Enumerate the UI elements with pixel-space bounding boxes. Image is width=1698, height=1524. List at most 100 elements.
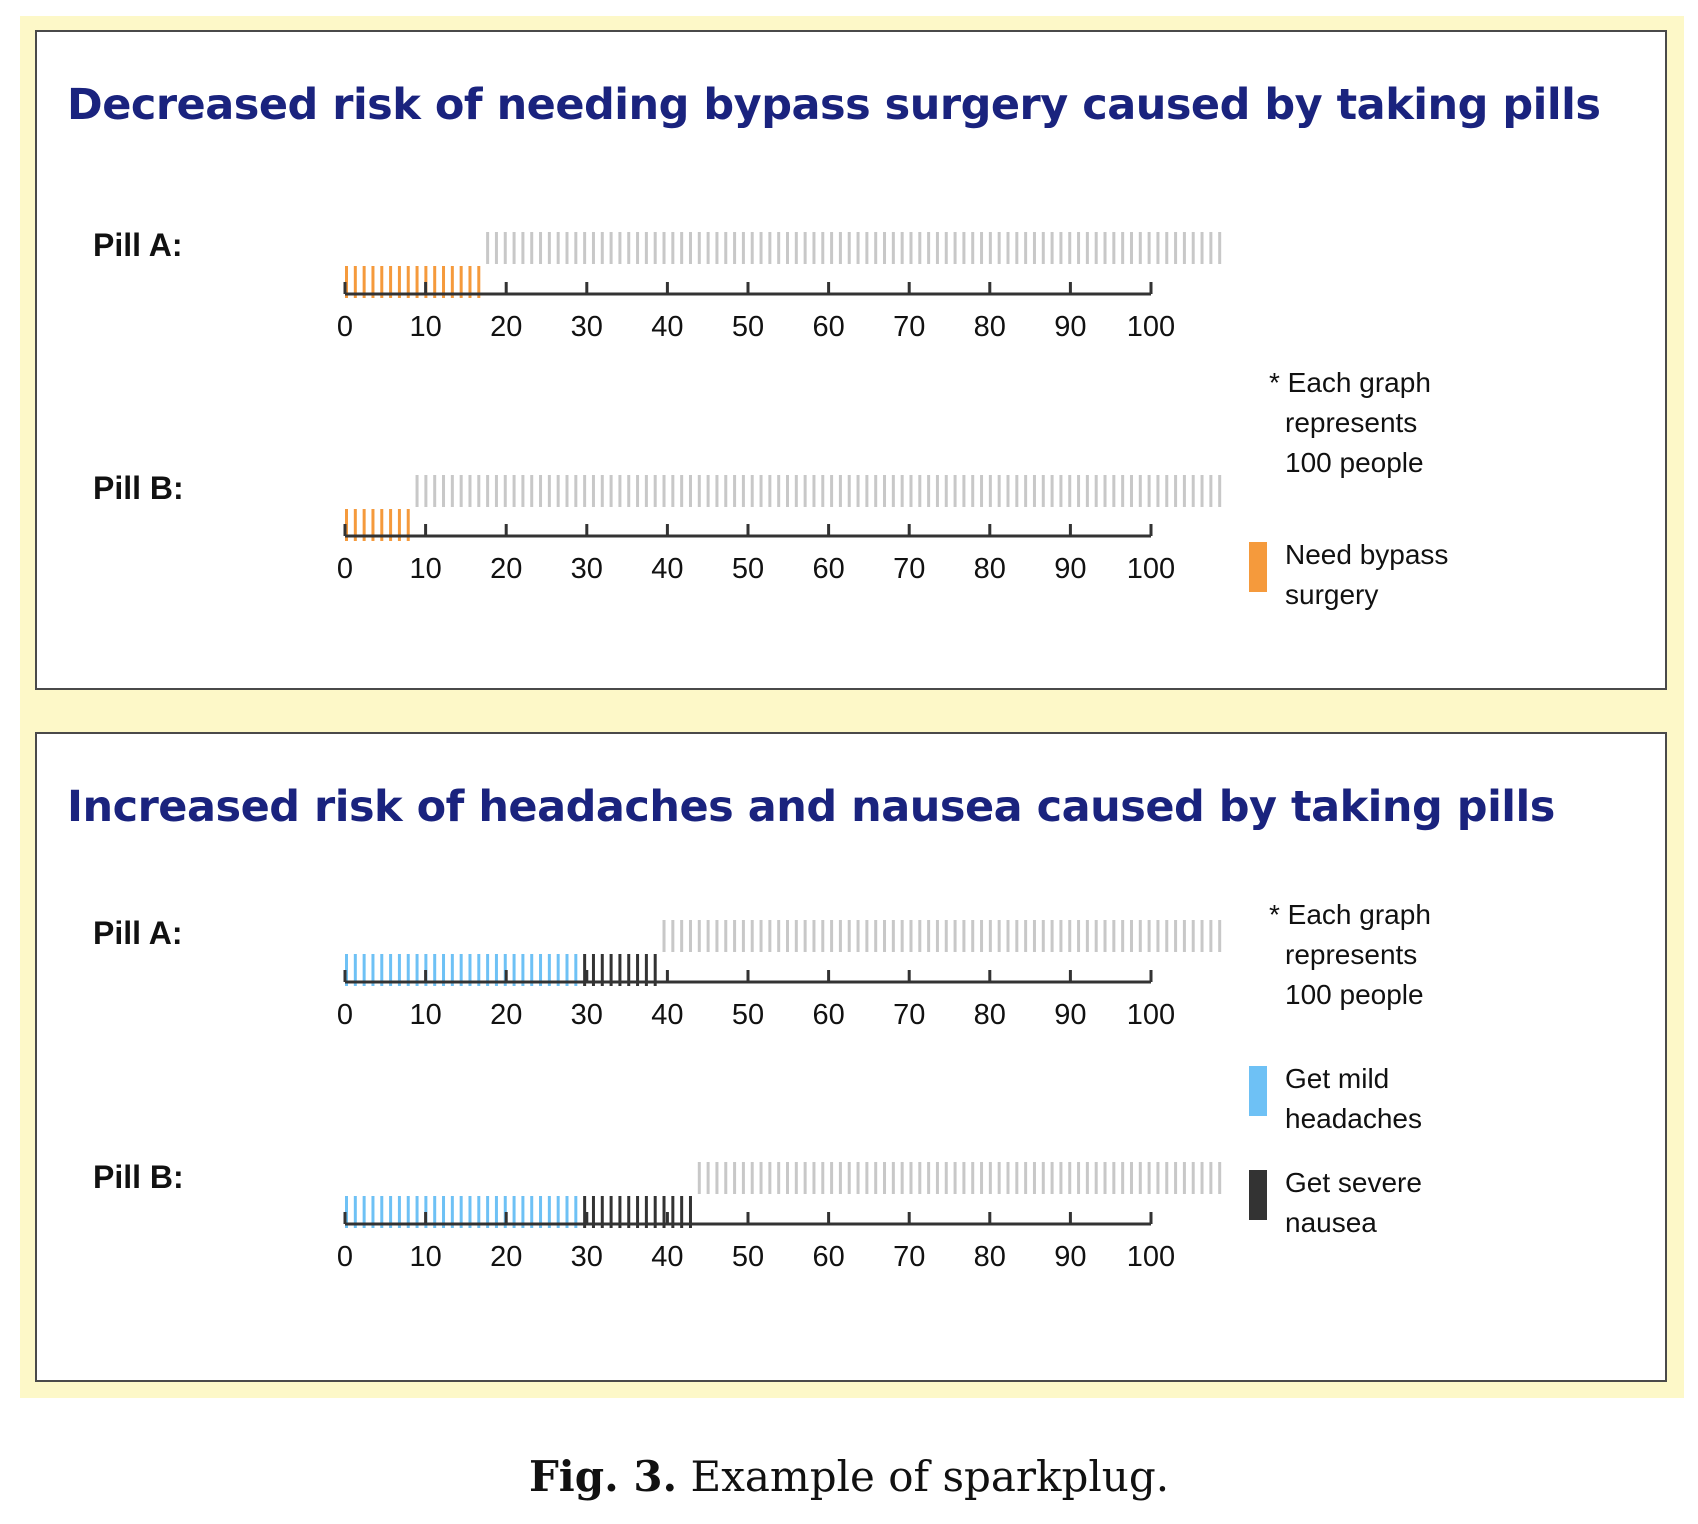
unit-mark: [1094, 232, 1098, 264]
unit-mark: [406, 509, 410, 541]
unit-mark: [574, 1196, 578, 1228]
tick-label: 0: [337, 311, 353, 343]
unit-mark: [812, 232, 816, 264]
unit-mark: [459, 266, 463, 298]
unit-mark: [697, 1162, 701, 1194]
unit-mark: [1209, 232, 1213, 264]
unit-mark: [1103, 475, 1107, 507]
unit-mark: [1094, 1162, 1098, 1194]
unit-mark: [1165, 920, 1169, 952]
unit-mark: [935, 232, 939, 264]
unit-mark: [980, 920, 984, 952]
unit-mark: [1103, 920, 1107, 952]
unit-mark: [706, 475, 710, 507]
unit-mark: [680, 920, 684, 952]
unit-mark: [759, 920, 763, 952]
unit-mark: [1209, 1162, 1213, 1194]
unit-mark: [662, 920, 666, 952]
unit-mark: [988, 920, 992, 952]
legend-label: headaches: [1285, 1103, 1422, 1134]
unit-mark: [1200, 475, 1204, 507]
unit-mark: [680, 232, 684, 264]
unit-mark: [1147, 475, 1151, 507]
unit-mark: [636, 475, 640, 507]
unit-mark: [565, 1196, 569, 1228]
unit-mark: [353, 954, 357, 986]
unit-mark: [627, 232, 631, 264]
unit-mark: [627, 475, 631, 507]
unit-mark: [556, 1196, 560, 1228]
legend-label: nausea: [1285, 1207, 1377, 1238]
unit-mark: [847, 920, 851, 952]
unit-mark: [891, 1162, 895, 1194]
unit-mark: [1165, 1162, 1169, 1194]
unit-mark: [530, 475, 534, 507]
unit-mark: [442, 475, 446, 507]
unit-mark: [1050, 1162, 1054, 1194]
tick-label: 90: [1054, 999, 1086, 1031]
unit-mark: [786, 920, 789, 952]
unit-mark: [583, 475, 587, 507]
unit-mark: [1209, 475, 1213, 507]
unit-mark: [362, 509, 366, 541]
unit-mark: [865, 232, 869, 264]
unit-mark: [891, 475, 895, 507]
unit-mark: [750, 232, 754, 264]
unit-mark: [547, 475, 551, 507]
unit-mark: [1121, 920, 1125, 952]
unit-mark: [380, 266, 384, 298]
unit-mark: [1077, 1162, 1081, 1194]
unit-mark: [900, 1162, 904, 1194]
bar-remaining: [697, 1162, 1222, 1194]
unit-mark: [1085, 1162, 1089, 1194]
unit-mark: [847, 475, 851, 507]
unit-mark: [1200, 232, 1204, 264]
unit-mark: [450, 954, 454, 986]
unit-mark: [1218, 1162, 1222, 1194]
unit-mark: [1059, 920, 1063, 952]
unit-mark: [962, 475, 966, 507]
unit-mark: [442, 954, 446, 986]
note-line: represents: [1285, 939, 1417, 970]
unit-mark: [812, 1162, 816, 1194]
unit-mark: [1156, 232, 1160, 264]
unit-mark: [821, 232, 825, 264]
tick-label: 40: [651, 999, 683, 1031]
unit-mark: [371, 266, 375, 298]
chart-panel-side-effects: Increased risk of headaches and nausea c…: [35, 732, 1667, 1382]
tick-label: 0: [337, 553, 353, 585]
unit-mark: [556, 954, 560, 986]
unit-mark: [1174, 920, 1178, 952]
unit-mark: [1156, 475, 1160, 507]
unit-mark: [521, 1196, 525, 1228]
unit-mark: [883, 475, 887, 507]
unit-mark: [653, 475, 657, 507]
unit-mark: [1129, 475, 1133, 507]
unit-mark: [380, 509, 384, 541]
unit-mark: [1006, 1162, 1010, 1194]
tick-label: 100: [1127, 311, 1175, 343]
unit-mark: [574, 232, 578, 264]
note-each-graph: * Each graph represents 100 people: [1269, 367, 1431, 478]
unit-mark: [786, 1162, 789, 1194]
unit-mark: [591, 232, 595, 264]
unit-mark: [1121, 475, 1125, 507]
unit-mark: [627, 954, 631, 986]
unit-mark: [1077, 232, 1081, 264]
unit-mark: [1059, 232, 1063, 264]
x-axis: 0 10 20 30 40 50 60 70 80 90 100: [337, 970, 1175, 1031]
pill-label: Pill A:: [93, 915, 182, 951]
unit-mark: [1015, 920, 1019, 952]
unit-mark: [486, 232, 490, 264]
unit-mark: [1191, 475, 1195, 507]
unit-mark: [609, 1196, 613, 1228]
unit-mark: [891, 920, 895, 952]
unit-mark: [927, 475, 931, 507]
unit-mark: [971, 920, 975, 952]
unit-mark: [450, 266, 454, 298]
unit-mark: [636, 954, 640, 986]
unit-mark: [1024, 1162, 1028, 1194]
unit-mark: [512, 1196, 516, 1228]
unit-mark: [1112, 1162, 1116, 1194]
unit-mark: [821, 1162, 825, 1194]
